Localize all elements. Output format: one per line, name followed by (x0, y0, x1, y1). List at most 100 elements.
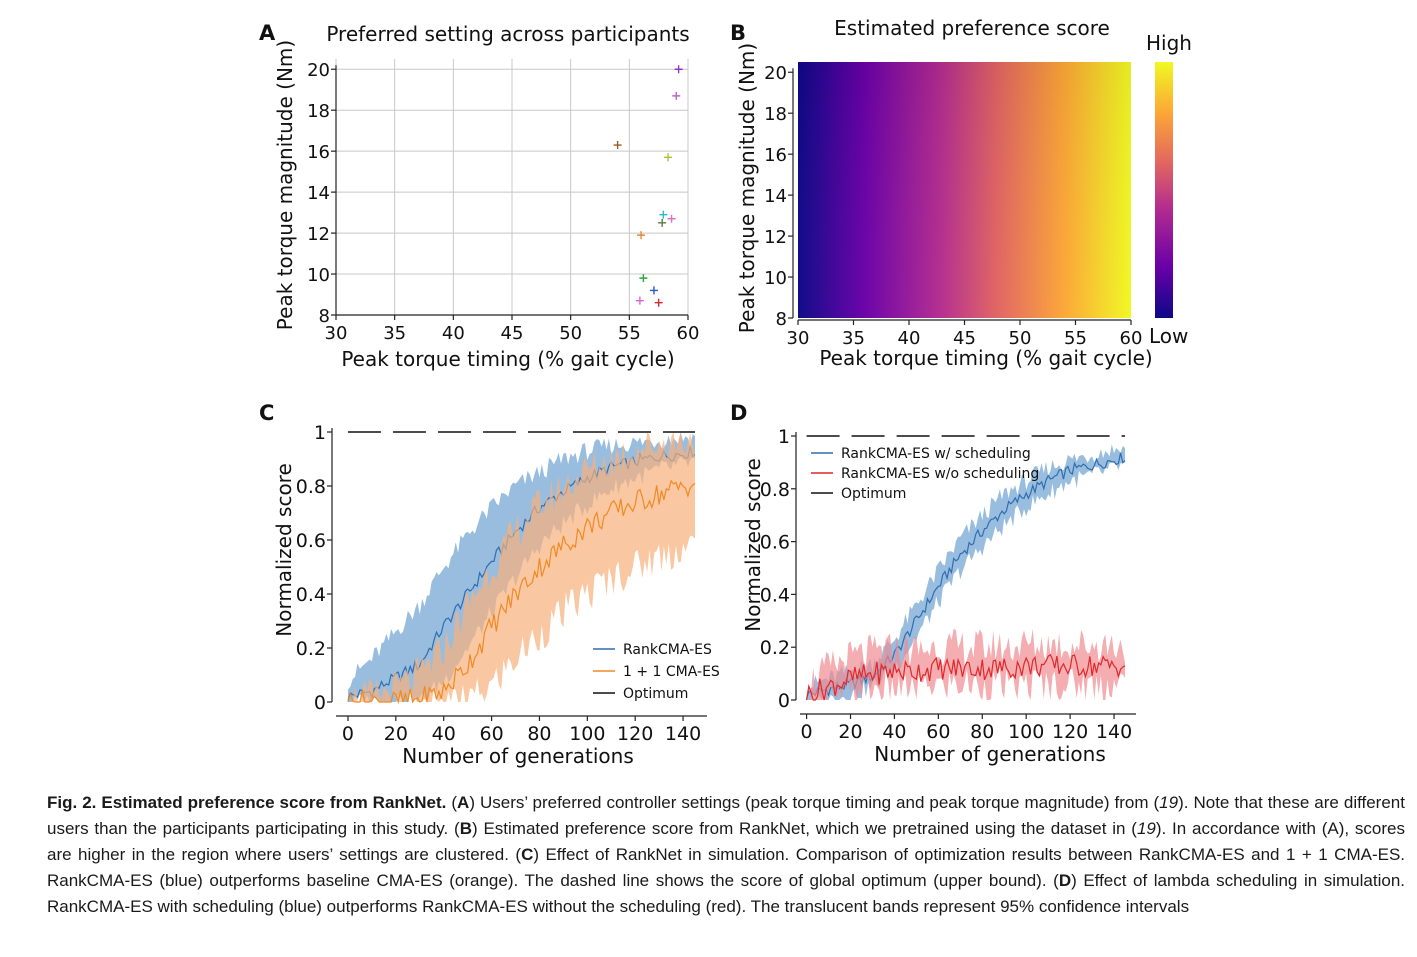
panel-d-y-tick-label: 0.6 (760, 532, 790, 554)
scatter-point (649, 286, 658, 295)
panel-a-y-tick-label: 12 (307, 224, 330, 245)
panel-c-x-tick-label: 60 (479, 723, 503, 745)
panel-a-y-tick-label: 20 (307, 60, 330, 81)
panel-c-x-tick-label: 40 (432, 723, 456, 745)
panel-b-axes: 8 10 12 14 16 18 20 30 35 40 45 50 55 60 (764, 63, 1142, 349)
panel-b-x-tick-label: 35 (842, 328, 865, 349)
panel-label-a: A (259, 21, 276, 45)
panel-b-y-tick-label: 14 (764, 186, 787, 207)
panel-d-y-tick-label: 0 (778, 690, 790, 712)
panel-a-x-tick-label: 55 (618, 323, 641, 344)
panel-d-mean-line (806, 653, 1126, 701)
scatter-point (667, 214, 676, 223)
panel-a-x-tick-label: 35 (383, 323, 406, 344)
panel-b-y-tick-label: 10 (764, 268, 787, 289)
caption-segment: ). Note that these are different users t… (47, 793, 1405, 838)
caption-segment: B (459, 819, 472, 838)
panel-d-legend: RankCMA-ES w/ scheduling RankCMA-ES w/o s… (811, 446, 1039, 502)
colorbar-low-label: Low (1149, 324, 1188, 348)
panel-c-x-tick-label: 140 (665, 723, 701, 745)
panel-b-x-tick-label: 45 (953, 328, 976, 349)
colorbar (1155, 62, 1173, 318)
scatter-point (659, 210, 668, 219)
panel-a-y-tick-label: 16 (307, 142, 330, 163)
panel-d-x-tick-label: 20 (838, 721, 862, 743)
panel-c-y-tick-label: 0 (314, 692, 326, 714)
panel-b: B Estimated preference score 8 10 12 14 16 18… (730, 16, 1192, 370)
panel-b-ylabel: Peak torque magnitude (Nm) (735, 43, 759, 333)
panel-d-x-tick-label: 80 (970, 721, 994, 743)
panel-b-y-tick-label: 18 (764, 104, 787, 125)
scatter-point (639, 274, 648, 283)
caption-segment: 19 (1136, 819, 1156, 838)
figure-canvas: A Preferred setting across participants … (259, 16, 1192, 768)
scatter-point (664, 153, 673, 162)
caption-segment: ( (446, 793, 458, 812)
panel-a-y-tick-label: 18 (307, 101, 330, 122)
scatter-point (654, 298, 663, 307)
panel-a-ylabel: Peak torque magnitude (Nm) (273, 40, 297, 330)
panel-d-y-tick-label: 0.2 (760, 637, 790, 659)
panel-c-x-tick-label: 0 (342, 723, 354, 745)
caption-lead: Fig. 2. Estimated preference score from … (47, 793, 447, 812)
panel-a-grid (335, 59, 689, 316)
scatter-point (613, 141, 622, 150)
panel-c-series (347, 431, 696, 705)
panel-d-series (806, 435, 1126, 701)
scatter-point (637, 231, 646, 240)
panel-c-legend-label: RankCMA-ES (623, 642, 712, 658)
heatmap-shading (798, 62, 1131, 318)
panel-d-x-tick-label: 40 (882, 721, 906, 743)
panel-b-y-tick-label: 12 (764, 227, 787, 248)
caption-segment: C (521, 845, 534, 864)
panel-d-legend-label: RankCMA-ES w/o scheduling (841, 466, 1039, 482)
panel-b-x-tick-label: 55 (1064, 328, 1087, 349)
panel-c-mean-line (347, 479, 696, 705)
figure-caption: Fig. 2. Estimated preference score from … (47, 790, 1405, 920)
panel-d-y-tick-label: 0.8 (760, 479, 790, 501)
panel-c-x-tick-label: 20 (384, 723, 408, 745)
caption-segment: ). In accordance with (A), scores are hi… (47, 819, 1405, 864)
panel-d-legend-label: RankCMA-ES w/ scheduling (841, 446, 1031, 462)
panel-c-ylabel: Normalized score (272, 463, 296, 637)
caption-segment: ) Estimated preference score from RankNe… (471, 819, 1137, 838)
panel-c-y-tick-label: 0.2 (296, 638, 326, 660)
panel-a-x-tick-label: 30 (325, 323, 348, 344)
panel-a-x-tick-label: 45 (501, 323, 524, 344)
panel-a-y-tick-label: 14 (307, 183, 330, 204)
panel-b-x-tick-label: 30 (787, 328, 810, 349)
panel-b-x-tick-label: 60 (1120, 328, 1143, 349)
panel-a-y-tick-label: 8 (319, 306, 330, 327)
panel-a-x-tick-label: 50 (559, 323, 582, 344)
panel-b-title: Estimated preference score (834, 16, 1110, 40)
panel-c: C 0 0.2 0.4 0.6 0.8 1 0 20 40 60 80 100 120 140 RankC… (259, 401, 720, 768)
colorbar-high-label: High (1146, 31, 1192, 55)
caption-body: (A) Users’ preferred controller settings… (47, 793, 1405, 916)
panel-d-x-tick-label: 100 (1008, 721, 1044, 743)
panel-a-xlabel: Peak torque timing (% gait cycle) (341, 347, 674, 371)
scatter-point (658, 218, 667, 227)
panel-label-c: C (259, 401, 274, 425)
panel-d-y-tick-label: 0.4 (760, 584, 790, 606)
panel-b-x-tick-label: 50 (1009, 328, 1032, 349)
panel-d-legend-label: Optimum (841, 486, 906, 502)
panel-d-x-tick-label: 60 (926, 721, 950, 743)
panel-a-axes: 8 10 12 14 16 18 20 30 35 40 45 50 55 60 (307, 60, 699, 344)
panel-d-x-tick-label: 0 (801, 721, 813, 743)
panel-b-y-tick-label: 16 (764, 145, 787, 166)
panel-a: A Preferred setting across participants … (259, 21, 699, 371)
panel-d: D 0 0.2 0.4 0.6 0.8 1 0 20 40 60 80 100 120 140 RankC… (730, 401, 1136, 766)
panel-d-ylabel: Normalized score (741, 458, 765, 632)
caption-segment: ) Effect of lambda scheduling in simulat… (47, 871, 1406, 916)
panel-d-axes: 0 0.2 0.4 0.6 0.8 1 0 20 40 60 80 100 120 140 (760, 426, 1136, 743)
panel-c-confidence-band (348, 432, 695, 702)
panel-label-b: B (730, 21, 746, 45)
panel-c-y-tick-label: 0.4 (296, 584, 326, 606)
caption-segment: ) Users’ preferred controller settings (… (469, 793, 1160, 812)
caption-segment: 19 (1159, 793, 1179, 812)
panel-c-xlabel: Number of generations (402, 744, 634, 768)
caption-segment: ) Effect of RankNet in simulation. Compa… (47, 845, 1405, 890)
scatter-point (635, 296, 644, 305)
panel-c-y-tick-label: 0.8 (296, 476, 326, 498)
scatter-point (672, 91, 681, 100)
